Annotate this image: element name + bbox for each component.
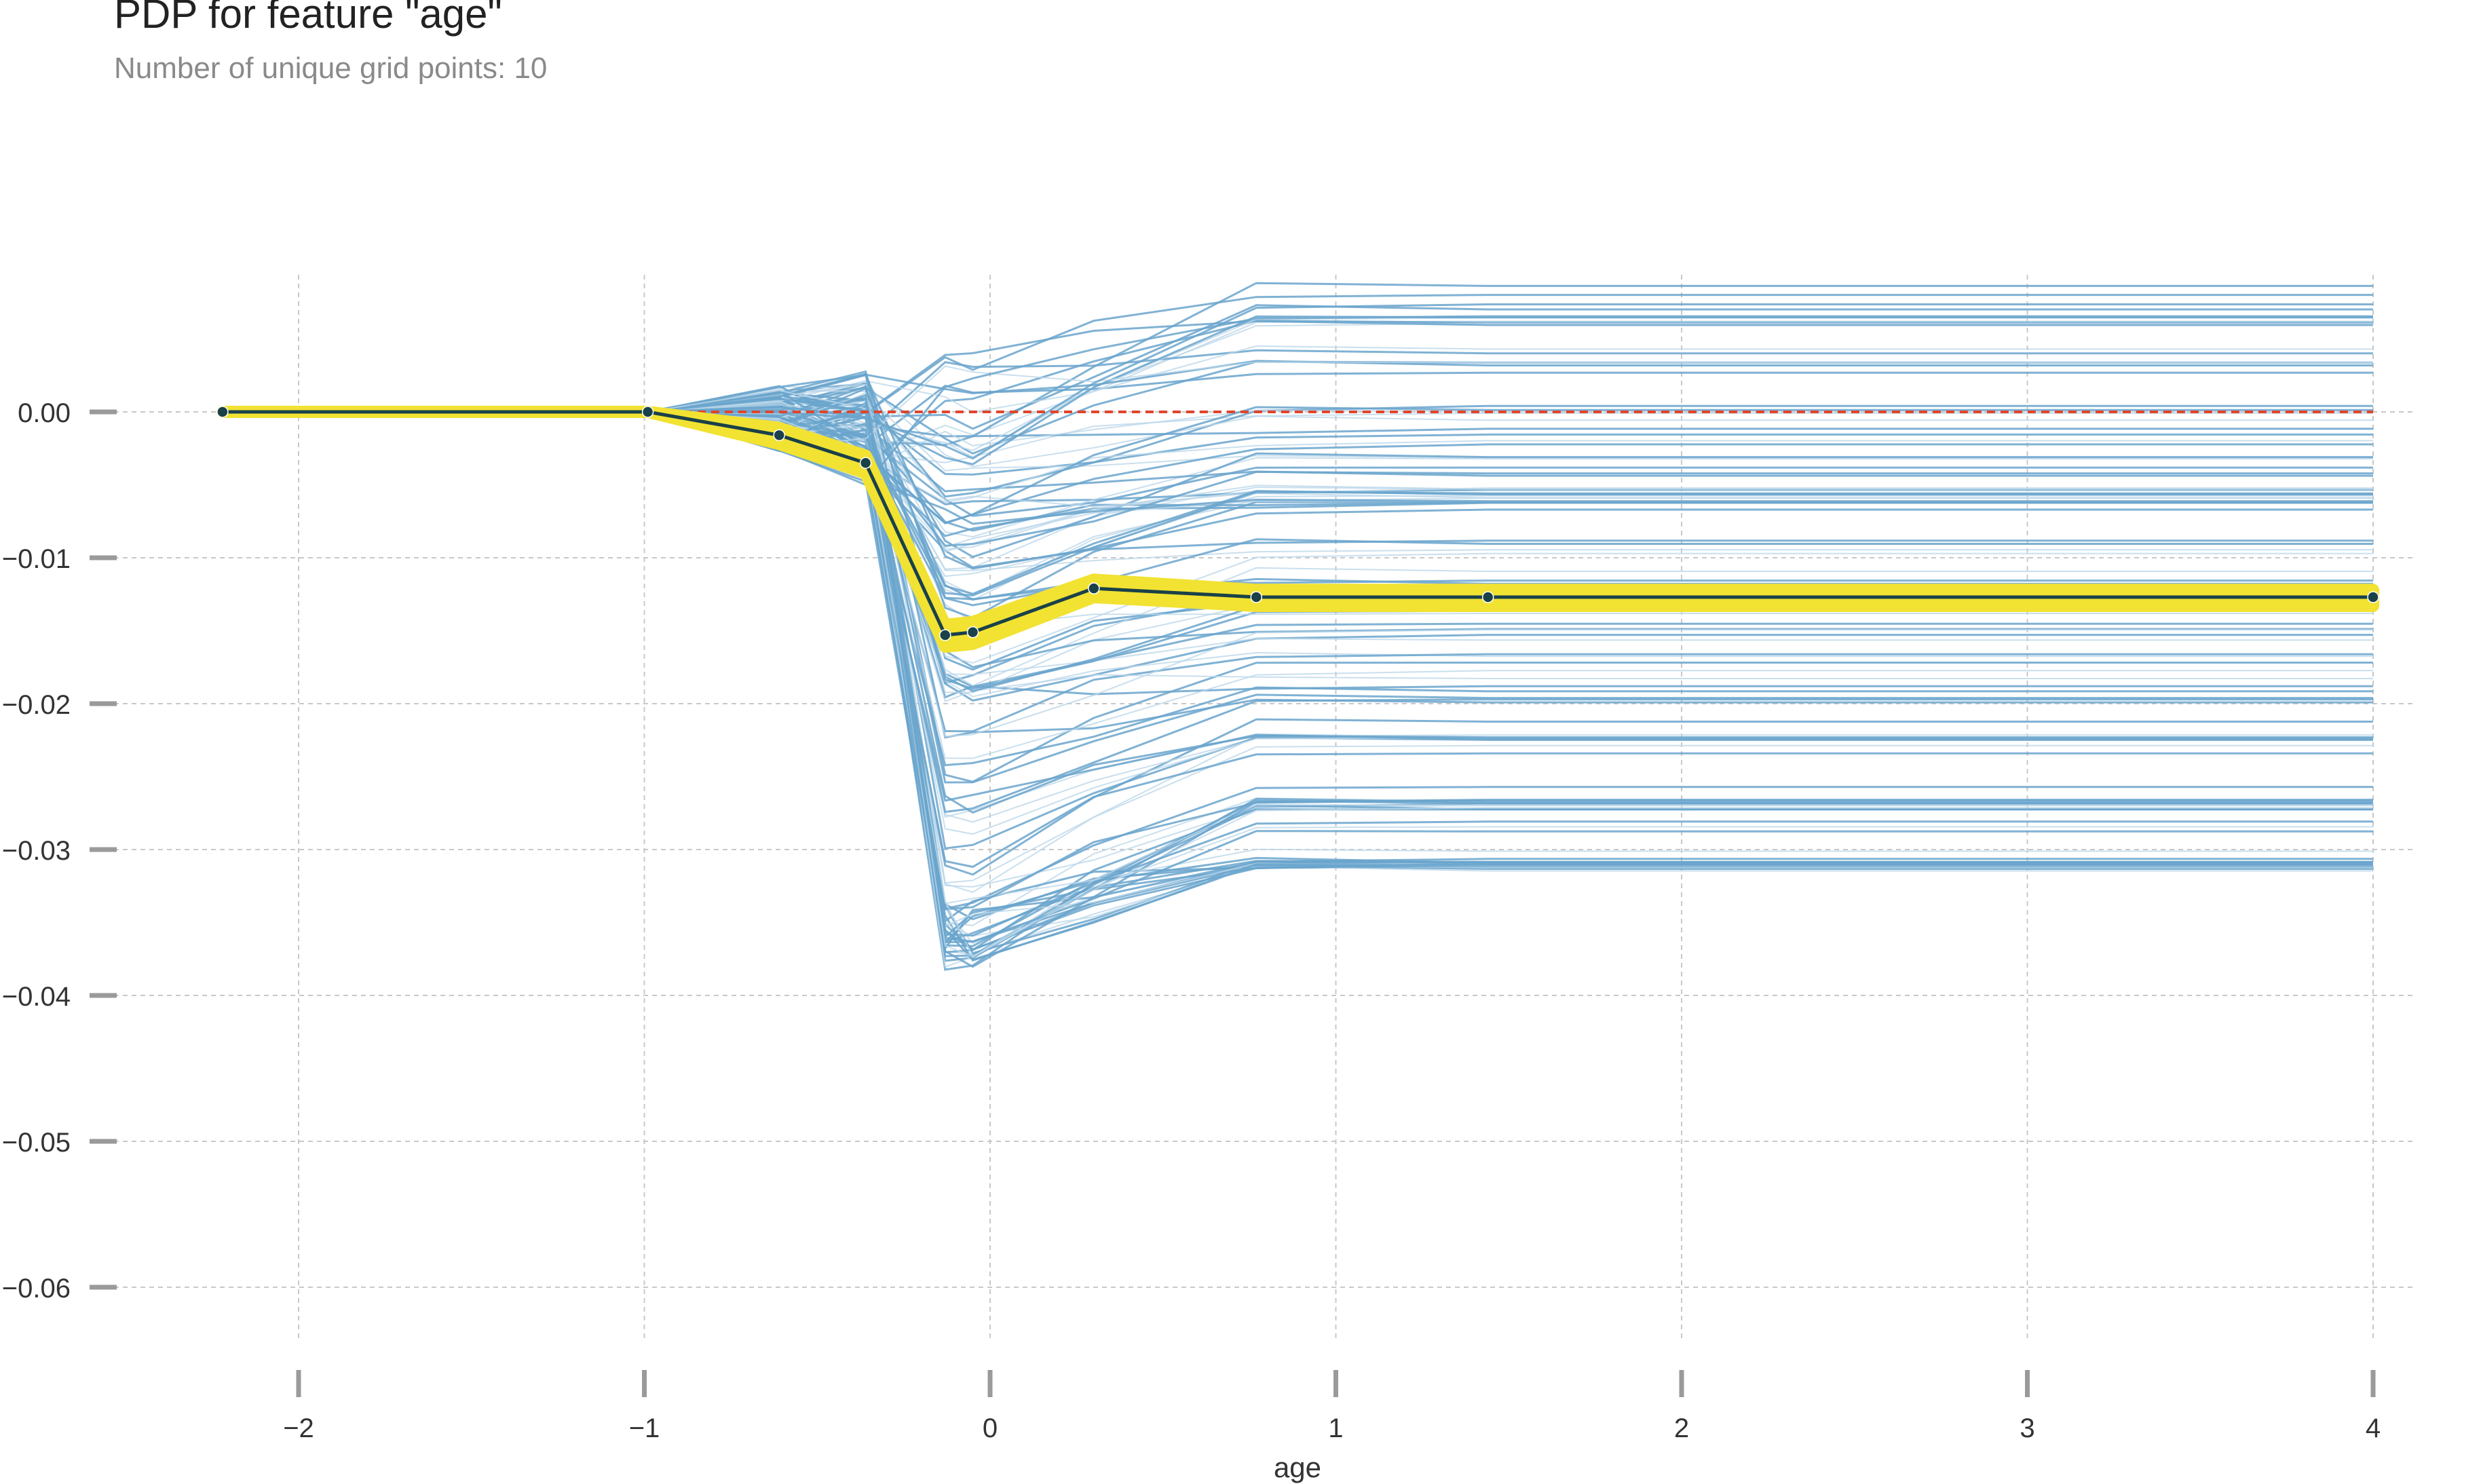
pdp-marker <box>939 629 951 641</box>
y-tick-label: −0.06 <box>2 1274 71 1304</box>
ice-line <box>222 403 2373 687</box>
pdp-line <box>222 410 2373 637</box>
ice-line <box>222 345 2373 413</box>
x-tick-label: 2 <box>1674 1413 1689 1443</box>
y-tick-label: −0.04 <box>2 982 71 1012</box>
ice-line <box>222 411 2373 476</box>
ice-line <box>222 317 2373 451</box>
pdp-marker <box>966 626 979 639</box>
y-tick-label: −0.03 <box>2 836 71 866</box>
chart-title: PDP for feature "age" <box>114 0 502 37</box>
pdp-marker <box>216 406 229 418</box>
pdp-marker <box>2367 591 2379 603</box>
ice-lines <box>222 282 2373 971</box>
ice-line <box>222 394 2373 924</box>
x-tick-label: 1 <box>1328 1413 1343 1443</box>
pdp-marker <box>859 457 872 469</box>
ice-line <box>222 405 2373 911</box>
ice-line <box>222 360 2373 413</box>
pdp-marker <box>641 406 654 418</box>
pdp-marker <box>1481 591 1494 603</box>
y-tick-label: −0.05 <box>2 1128 71 1158</box>
ice-line <box>222 315 2373 465</box>
ice-line <box>222 402 2373 733</box>
ice-line <box>222 403 2373 759</box>
y-tick-label: −0.01 <box>2 544 71 574</box>
ice-line <box>222 395 2373 939</box>
x-tick-label: 4 <box>2366 1413 2381 1443</box>
ice-line <box>222 315 2373 487</box>
ice-line <box>222 397 2373 558</box>
ice-line <box>222 401 2373 571</box>
y-tick-label: 0.00 <box>18 398 71 428</box>
ice-line <box>222 387 2373 463</box>
pdp-marker <box>1088 582 1100 594</box>
pdp-marker <box>1250 591 1263 603</box>
y-tick-label: −0.02 <box>2 690 71 720</box>
ice-line <box>222 411 2373 493</box>
ice-line <box>222 320 2373 470</box>
ice-line <box>222 373 2373 570</box>
pdp-layer <box>216 406 2379 653</box>
x-tick-label: 0 <box>983 1413 998 1443</box>
ice-line <box>222 410 2373 688</box>
ice-line <box>222 411 2373 888</box>
axis-layer: 0.00 −0.01 −0.02 −0.03 −0.04 −0.05 −0.06 −2 −1 0 1… <box>2 398 2381 1443</box>
x-tick-label: −2 <box>283 1413 314 1443</box>
x-tick-label: 3 <box>2020 1413 2034 1443</box>
pdp-marker <box>773 429 785 442</box>
ice-line <box>222 398 2373 937</box>
x-axis-label: age <box>1274 1451 1321 1483</box>
chart-subtitle: Number of unique grid points: 10 <box>114 52 548 85</box>
ice-line <box>222 396 2373 968</box>
pdp-band <box>216 406 2379 653</box>
ice-line <box>222 408 2373 884</box>
ice-line <box>222 389 2373 957</box>
x-tick-label: −1 <box>629 1413 660 1443</box>
